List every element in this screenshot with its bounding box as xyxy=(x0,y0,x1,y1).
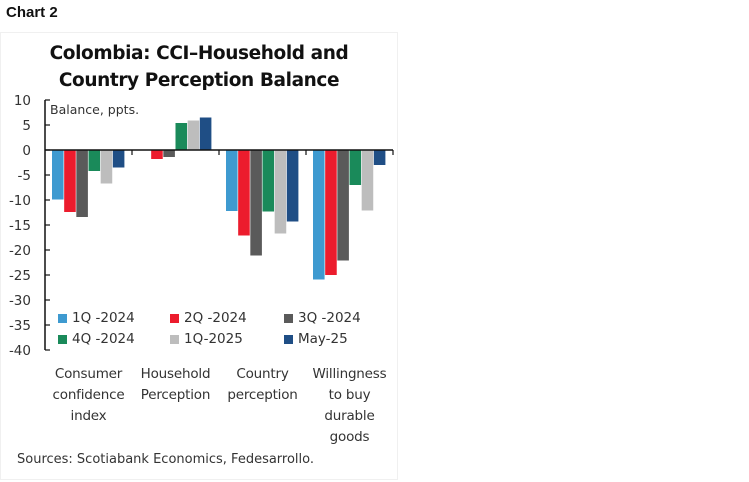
legend: 1Q -2024 2Q -2024 3Q -2024 4Q -2024 1Q-2025 M… xyxy=(58,310,398,348)
y-tick-label: -20 xyxy=(9,243,31,259)
bar-4q-2024-cat2 xyxy=(175,123,188,150)
bar-may-25-cat3 xyxy=(286,150,299,222)
bar-2q-2024-cat2 xyxy=(151,150,163,159)
bar-2q-2024-cat4 xyxy=(325,150,337,275)
chart-panel xyxy=(0,32,398,480)
legend-swatch xyxy=(284,335,293,344)
bar-1q-2024-cat1 xyxy=(52,150,64,200)
legend-label: 1Q-2025 xyxy=(184,331,243,347)
x-category-label: Consumer confidence index xyxy=(52,366,125,424)
bar-1q-2025-cat4 xyxy=(361,150,374,211)
bar-1q-2024-cat4 xyxy=(313,150,325,280)
bar-4q-2024-cat1 xyxy=(88,150,101,171)
chart-number-label: Chart 2 xyxy=(6,4,58,21)
legend-item: 1Q -2024 xyxy=(58,310,170,327)
y-tick-label: -35 xyxy=(9,318,31,334)
bar-may-25-cat2 xyxy=(199,117,212,150)
y-tick-label: 0 xyxy=(22,143,31,159)
bars-layer xyxy=(52,117,386,280)
x-category-label: Country perception xyxy=(227,366,298,403)
bar-may-25-cat1 xyxy=(112,150,125,168)
legend-label: May-25 xyxy=(298,331,348,347)
legend-label: 3Q -2024 xyxy=(298,310,361,326)
y-tick-label: -10 xyxy=(9,193,31,209)
bar-3q-2024-cat1 xyxy=(76,150,88,217)
y-tick-label: -40 xyxy=(9,343,31,359)
source-note: Sources: Scotiabank Economics, Fedesarro… xyxy=(17,452,315,467)
y-tick-label: -15 xyxy=(9,218,31,234)
legend-swatch xyxy=(284,314,293,323)
bar-2q-2024-cat3 xyxy=(238,150,250,236)
bar-3q-2024-cat3 xyxy=(250,150,262,256)
chart-title-line-2: Country Perception Balance xyxy=(58,70,340,91)
x-category-label: Willingness to buy durable goods xyxy=(312,366,387,445)
y-tick-labels: 10 5 0 -5 -10 -15 -20 -25 -30 -35 -40 xyxy=(9,93,31,359)
bar-1q-2025-cat3 xyxy=(274,150,287,234)
legend-item: 2Q -2024 xyxy=(170,310,284,327)
legend-item: May-25 xyxy=(284,331,394,348)
bar-1q-2025-cat2 xyxy=(187,120,200,150)
axes-layer xyxy=(44,99,394,351)
bar-2q-2024-cat1 xyxy=(64,150,76,212)
legend-label: 2Q -2024 xyxy=(184,310,247,326)
x-axis-category-labels: Consumer confidence index Household Perce… xyxy=(45,364,393,448)
bar-3q-2024-cat2 xyxy=(163,150,175,157)
legend-label: 4Q -2024 xyxy=(72,331,135,347)
bar-1q-2024-cat3 xyxy=(226,150,238,211)
bar-1q-2025-cat1 xyxy=(100,150,113,184)
legend-swatch xyxy=(170,335,179,344)
bar-4q-2024-cat4 xyxy=(349,150,362,185)
y-tick-label: -30 xyxy=(9,293,31,309)
legend-item: 1Q-2025 xyxy=(170,331,284,348)
bar-may-25-cat4 xyxy=(373,150,386,165)
legend-swatch xyxy=(170,314,179,323)
y-tick-label: -25 xyxy=(9,268,31,284)
bar-3q-2024-cat4 xyxy=(337,150,349,261)
legend-swatch xyxy=(58,335,67,344)
legend-label: 1Q -2024 xyxy=(72,310,135,326)
legend-item: 3Q -2024 xyxy=(284,310,394,327)
chart-title-line-1: Colombia: CCI–Household and xyxy=(49,43,349,64)
chart-title: Colombia: CCI–Household and Country Perc… xyxy=(0,40,398,94)
legend-item: 4Q -2024 xyxy=(58,331,170,348)
y-tick-label: 10 xyxy=(14,93,31,109)
legend-swatch xyxy=(58,314,67,323)
x-category-label: Household Perception xyxy=(140,366,211,403)
bar-4q-2024-cat3 xyxy=(262,150,275,212)
y-axis-label: Balance, ppts. xyxy=(50,102,139,117)
y-tick-label: 5 xyxy=(22,118,31,134)
y-tick-label: -5 xyxy=(18,168,31,184)
